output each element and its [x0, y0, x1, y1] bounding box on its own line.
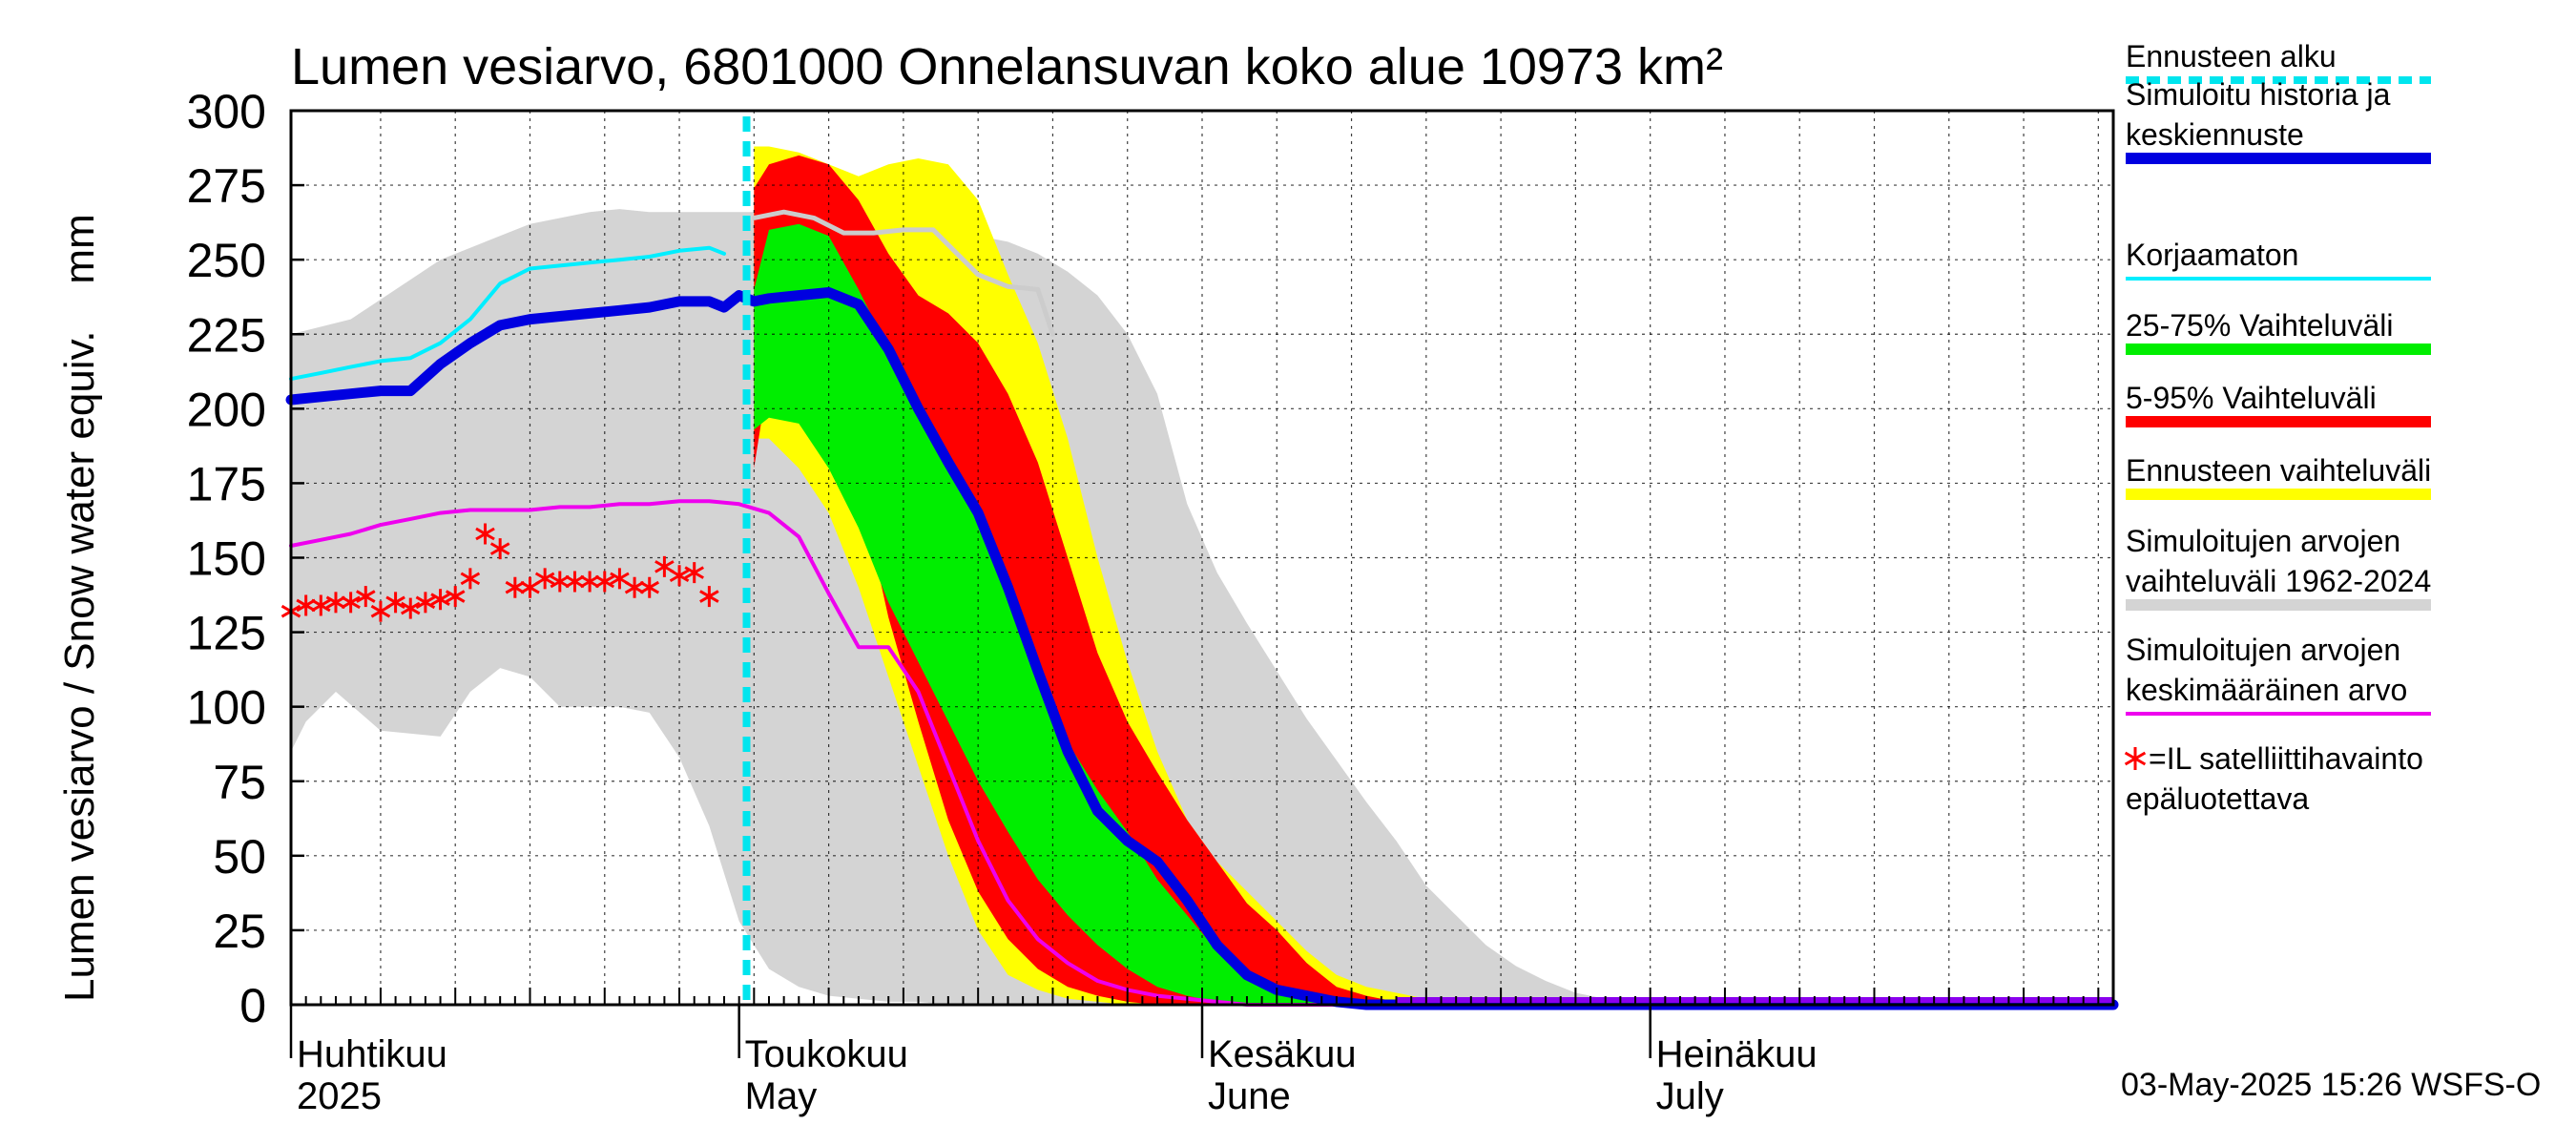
satellite-point	[699, 586, 719, 608]
satellite-point	[639, 576, 660, 598]
satellite-star-stroke	[639, 580, 660, 594]
satellite-star-stroke	[489, 542, 510, 555]
legend-label-forecast-range: Ennusteen vaihteluväli	[2126, 453, 2431, 488]
y-tick-label: 50	[213, 830, 266, 884]
satellite-point	[475, 523, 495, 545]
legend-label-line: 25-75% Vaihteluväli	[2126, 308, 2393, 343]
legend-label-line: Simuloitujen arvojen	[2126, 524, 2400, 558]
satellite-star-stroke	[445, 590, 466, 603]
legend-label-hist-mean: Simuloitujen arvojen keskimääräinen arvo	[2126, 633, 2407, 707]
satellite-point	[415, 592, 436, 614]
legend-swatch-satellite	[2124, 747, 2147, 770]
legend-label-line: Ennusteen vaihteluväli	[2126, 453, 2431, 488]
timestamp: 03-May-2025 15:26 WSFS-O	[2121, 1067, 2541, 1103]
y-tick-label: 275	[187, 159, 266, 213]
satellite-star-stroke	[520, 580, 540, 594]
satellite-point	[534, 568, 555, 590]
legend-label-hist-range: Simuloitujen arvojen vaihteluväli 1962-20…	[2126, 524, 2431, 598]
satellite-star-stroke	[475, 527, 495, 541]
legend-label-line: =IL satelliittihavainto	[2149, 741, 2423, 776]
satellite-star-stroke	[415, 595, 436, 610]
legend-label-line: Simuloitu historia ja	[2126, 77, 2391, 112]
y-tick-label: 100	[187, 681, 266, 735]
y-tick-label: 175	[187, 457, 266, 510]
legend-label-line: Simuloitujen arvojen	[2126, 633, 2400, 667]
satellite-star-stroke	[669, 569, 690, 583]
y-tick-label: 225	[187, 308, 266, 362]
median-line	[285, 287, 2119, 1010]
y-tick-label: 75	[213, 756, 266, 809]
legend: Ennusteen alku Simuloitu historia ja keski…	[2124, 39, 2431, 816]
upper_gray_line-line	[751, 209, 1055, 337]
satellite-star-stroke	[385, 595, 405, 610]
satellite-point	[385, 592, 405, 614]
month-label-en: June	[1208, 1075, 1291, 1117]
satellite-star-stroke	[356, 590, 376, 603]
legend-label-line: Ennusteen alku	[2126, 39, 2337, 73]
month-label-en: May	[745, 1075, 818, 1117]
legend-label-p25-75: 25-75% Vaihteluväli	[2126, 308, 2393, 343]
satellite-star-stroke	[699, 590, 719, 603]
y-axis-label: Lumen vesiarvo / Snow water equiv. mm	[56, 214, 103, 1002]
month-label-fi: Toukokuu	[745, 1033, 908, 1075]
satellite-point	[594, 571, 615, 593]
y-tick-label: 300	[187, 85, 266, 138]
uncorrected-line	[289, 245, 726, 382]
y-tick-label: 25	[213, 905, 266, 958]
satellite-star-stroke	[400, 601, 421, 615]
satellite-star-stroke	[311, 598, 331, 613]
satellite-star-stroke	[370, 604, 391, 618]
y-tick-label: 250	[187, 234, 266, 287]
legend-label-line: epäluotettava	[2126, 781, 2309, 816]
legend-label-uncorrected: Korjaamaton	[2126, 238, 2298, 272]
legend-label-line: vaihteluväli 1962-2024	[2126, 564, 2431, 598]
satellite-point	[341, 592, 361, 614]
legend-label-median: Simuloitu historia ja keskiennuste	[2126, 77, 2391, 152]
satellite-point	[669, 565, 690, 587]
legend-label-p5-95: 5-95% Vaihteluväli	[2126, 381, 2377, 415]
satellite-point	[684, 562, 704, 584]
satellite-point	[356, 586, 376, 608]
satellite-point	[430, 589, 450, 611]
satellite-point	[445, 586, 466, 608]
satellite-point	[311, 594, 331, 616]
month-label-fi: Kesäkuu	[1208, 1033, 1357, 1075]
legend-label-forecast-start: Ennusteen alku	[2126, 39, 2337, 73]
legend-label-line: 5-95% Vaihteluväli	[2126, 381, 2377, 415]
y-tick-label: 150	[187, 532, 266, 586]
satellite-star-stroke	[534, 572, 555, 586]
y-tick-label: 0	[239, 979, 266, 1032]
legend-label-line: keskimääräinen arvo	[2126, 673, 2407, 707]
chart-title: Lumen vesiarvo, 6801000 Onnelansuvan kok…	[291, 38, 1723, 95]
month-label-en: 2025	[297, 1075, 382, 1117]
legend-label-line: Korjaamaton	[2126, 238, 2298, 272]
satellite-star-stroke	[460, 572, 481, 586]
y-tick-label: 125	[187, 607, 266, 660]
satellite-point	[460, 568, 481, 590]
legend-star-stroke	[2124, 751, 2147, 766]
satellite-point	[400, 597, 421, 619]
legend-label-satellite: =IL satelliittihavainto epäluotettava	[2126, 741, 2423, 816]
y-tick-label: 200	[187, 383, 266, 436]
satellite-star-stroke	[684, 566, 704, 579]
satellite-star-stroke	[341, 595, 361, 610]
satellite-star-stroke	[594, 574, 615, 589]
month-label-fi: Heinäkuu	[1656, 1033, 1818, 1075]
legend-label-line: keskiennuste	[2126, 117, 2304, 152]
satellite-point	[489, 538, 510, 560]
satellite-star-stroke	[430, 593, 450, 607]
y-axis-ticks: 0 25 50 75 100 125 150 175 200 225 250 275 300	[187, 85, 304, 1032]
month-label-fi: Huhtikuu	[297, 1033, 447, 1075]
month-label-en: July	[1656, 1075, 1724, 1117]
